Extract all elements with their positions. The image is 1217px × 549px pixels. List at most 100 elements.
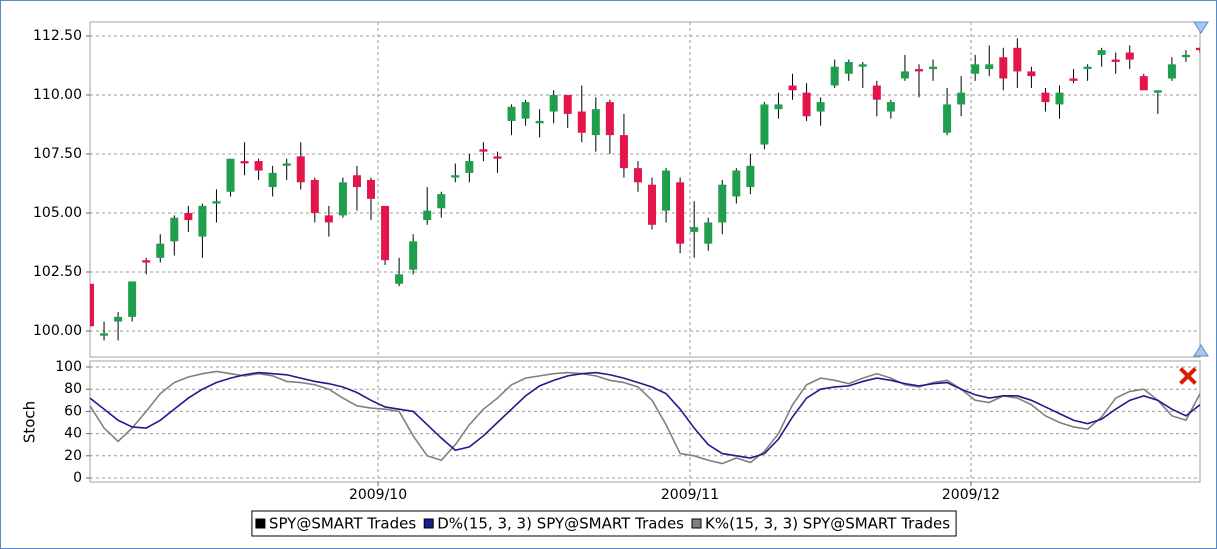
candle-body (971, 64, 980, 74)
candle-body (774, 104, 783, 110)
candle-body (1083, 66, 1092, 70)
legend-label: D%(15, 3, 3) SPY@SMART Trades (437, 515, 684, 533)
candle-body (212, 201, 221, 204)
candle-body (957, 92, 966, 105)
y-tick-label: 110.00 (33, 87, 82, 103)
candle-body (437, 194, 446, 209)
candle-body (338, 182, 347, 216)
candle-body (1196, 47, 1200, 51)
y-tick-label: 112.50 (33, 28, 82, 44)
candle-body (114, 316, 123, 322)
candle-body (662, 170, 671, 211)
candle-body (619, 135, 628, 169)
candle-body (746, 165, 755, 188)
candle-body (844, 61, 853, 74)
candle-body (493, 156, 502, 159)
candle-body (170, 217, 179, 242)
candle-body (872, 85, 881, 100)
candle-body (352, 175, 361, 188)
candle-body (704, 222, 713, 244)
candle-body (282, 163, 291, 166)
x-tick-label: 2009/10 (349, 487, 407, 503)
candle-body (226, 158, 235, 192)
candle-body (395, 274, 404, 284)
candle-body (507, 106, 516, 121)
candle-body (633, 168, 642, 183)
candle-body (465, 161, 474, 173)
y-tick-label: 40 (64, 426, 82, 442)
axis-labels: 100.00 102.50 105.00 107.50 110.00 112.50 0 20 4… (33, 28, 1000, 503)
candle-body (268, 172, 277, 188)
candle-body (100, 333, 109, 336)
y-tick-label: 20 (64, 448, 82, 464)
candle-body (198, 205, 207, 237)
y-tick-label: 105.00 (33, 205, 82, 221)
candle-body (367, 179, 376, 199)
candle-body (605, 102, 614, 136)
candle-body (90, 283, 94, 327)
price-panel (89, 21, 1201, 358)
candle-body (1181, 54, 1190, 58)
candle-body (1069, 78, 1078, 81)
candle-body (254, 161, 263, 171)
candle-body (732, 170, 741, 197)
stoch-line (89, 370, 1201, 465)
candle-body (451, 175, 460, 178)
candle-body (914, 69, 923, 72)
candle-body (1153, 90, 1162, 93)
scroll-handle[interactable] (1193, 344, 1209, 357)
candle-body (1139, 76, 1148, 91)
candle-body (690, 227, 699, 232)
legend-swatch (691, 518, 702, 529)
y-tick-label: 100 (55, 359, 82, 375)
candle-body (830, 66, 839, 86)
candle-body (676, 182, 685, 244)
candle-body (943, 104, 952, 133)
legend-swatch (255, 518, 266, 529)
candle-body (1167, 64, 1176, 79)
candle-body (900, 71, 909, 79)
candle-body (535, 120, 544, 124)
candle-body (1055, 92, 1064, 105)
candle-body (184, 213, 193, 221)
stoch-line (89, 371, 1201, 459)
legend: SPY@SMART Trades D%(15, 3, 3) SPY@SMART T… (251, 510, 957, 537)
candle-body (648, 184, 657, 225)
price-plot (90, 22, 1200, 357)
legend-label: SPY@SMART Trades (269, 515, 416, 533)
y-axis-label: Stoch (21, 401, 39, 443)
candle-body (142, 260, 151, 263)
candle-body (128, 281, 137, 317)
candle-body (310, 179, 319, 213)
candle-body (324, 215, 333, 223)
y-tick-label: 60 (64, 403, 82, 419)
close-button[interactable] (1179, 367, 1197, 385)
candle-body (1013, 47, 1022, 72)
candle-body (929, 66, 938, 70)
candle-body (381, 205, 390, 261)
candle-body (788, 85, 797, 91)
y-tick-label: 0 (73, 470, 82, 486)
candle-body (1125, 52, 1134, 60)
candle-body (1111, 59, 1120, 62)
candle-body (409, 241, 418, 270)
candle-body (296, 156, 305, 183)
y-tick-label: 80 (64, 381, 82, 397)
candle-body (521, 102, 530, 119)
candle-body (816, 102, 825, 112)
candle-body (591, 109, 600, 136)
candle-body (563, 95, 572, 114)
candle-body (718, 184, 727, 223)
candle-body (886, 102, 895, 112)
candle-body (999, 57, 1008, 79)
legend-label: K%(15, 3, 3) SPY@SMART Trades (705, 515, 950, 533)
stoch-panel (89, 360, 1201, 483)
legend-box (251, 510, 957, 537)
x-tick-label: 2009/11 (661, 487, 719, 503)
candle-body (577, 111, 586, 133)
candle-body (240, 161, 249, 164)
scroll-handle[interactable] (1193, 21, 1209, 34)
candle-body (1027, 71, 1036, 77)
candle-body (760, 104, 769, 145)
candle-body (1097, 50, 1106, 55)
